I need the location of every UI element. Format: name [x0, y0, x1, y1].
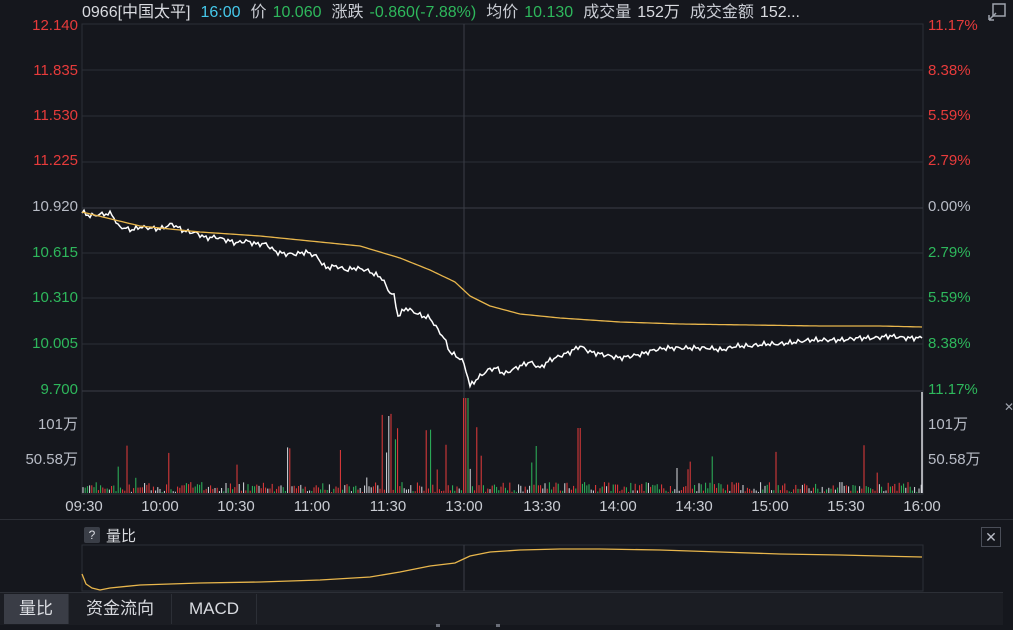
percent-tick-right: 11.17% — [928, 17, 978, 34]
average-price-line — [81, 211, 923, 328]
price-tick-left: 10.920 — [32, 198, 78, 215]
percent-tick-right: 11.17% — [928, 381, 978, 398]
price-tick-left: 10.615 — [32, 244, 78, 261]
time-tick: 15:00 — [751, 498, 789, 515]
percent-tick-right: 8.38% — [928, 62, 971, 79]
time-tick: 10:30 — [217, 498, 255, 515]
volume-axis-right-max: 101万 — [928, 416, 969, 433]
volume-value: 152万 — [637, 4, 680, 21]
stock-name: 0966[中国太平] — [82, 4, 191, 21]
volume-axis-left-max: 101万 — [37, 416, 78, 433]
sub-panel-divider — [0, 519, 1013, 520]
amount-value: 152... — [759, 4, 800, 21]
time-tick: 11:30 — [369, 498, 407, 515]
time-tick: 10:00 — [141, 498, 179, 515]
price-tick-left: 11.530 — [33, 107, 78, 124]
price-value: 10.060 — [272, 4, 322, 21]
sub-panel-frame — [81, 544, 924, 592]
volume-label: 成交量 — [583, 4, 632, 21]
quote-time: 16:00 — [200, 4, 241, 21]
price-tick-left: 11.835 — [33, 62, 78, 79]
price-tick-left: 9.700 — [40, 381, 78, 398]
avg-label: 均价 — [486, 4, 519, 21]
time-tick: 11:00 — [293, 498, 331, 515]
percent-tick-right: 0.00% — [928, 198, 971, 215]
chart-frame — [81, 23, 924, 495]
price-tick-left: 10.005 — [32, 335, 78, 352]
price-label: 价 — [250, 4, 267, 21]
close-icon[interactable]: ✕ — [981, 527, 1001, 547]
percent-tick-right: 2.79% — [928, 244, 971, 261]
price-tick-left: 12.140 — [32, 17, 78, 34]
percent-tick-right: 8.38% — [928, 335, 971, 352]
avg-value: 10.130 — [524, 4, 574, 21]
time-tick: 13:30 — [523, 498, 561, 515]
price-tick-left: 10.310 — [32, 289, 78, 306]
restore-window-icon[interactable] — [987, 2, 1007, 22]
indicator-tab-bar: 量比 资金流向 MACD — [0, 592, 1003, 625]
time-tick: 09:30 — [65, 498, 103, 515]
help-icon[interactable]: ? — [84, 527, 100, 543]
percent-tick-right: 5.59% — [928, 107, 971, 124]
amount-label: 成交金额 — [689, 4, 754, 21]
resize-handle[interactable] — [430, 622, 510, 630]
time-tick: 15:30 — [827, 498, 865, 515]
time-tick: 13:00 — [445, 498, 483, 515]
price-tick-left: 11.225 — [33, 152, 78, 169]
time-tick: 14:00 — [599, 498, 637, 515]
time-tick: 16:00 — [903, 498, 941, 515]
quote-header: 0966[中国太平] 16:00 价 10.060 涨跌 -0.860(-7.88%) 均价… — [82, 2, 973, 24]
sub-panel-title: 量比 — [106, 528, 137, 545]
time-tick: 14:30 — [675, 498, 713, 515]
volume-axis-right-mid: 50.58万 — [928, 451, 981, 468]
tab-capital-flow[interactable]: 资金流向 — [69, 594, 172, 624]
volume-axis-left-mid: 50.58万 — [25, 451, 78, 468]
percent-tick-right: 5.59% — [928, 289, 971, 306]
side-close-icon[interactable]: ✕ — [1004, 400, 1013, 414]
price-line — [81, 208, 923, 389]
tab-macd[interactable]: MACD — [172, 594, 257, 624]
volume-ratio-line — [81, 548, 923, 591]
tab-volume-ratio[interactable]: 量比 — [4, 594, 69, 624]
change-label: 涨跌 — [331, 4, 364, 21]
percent-tick-right: 2.79% — [928, 152, 971, 169]
change-value: -0.860(-7.88%) — [369, 4, 477, 21]
